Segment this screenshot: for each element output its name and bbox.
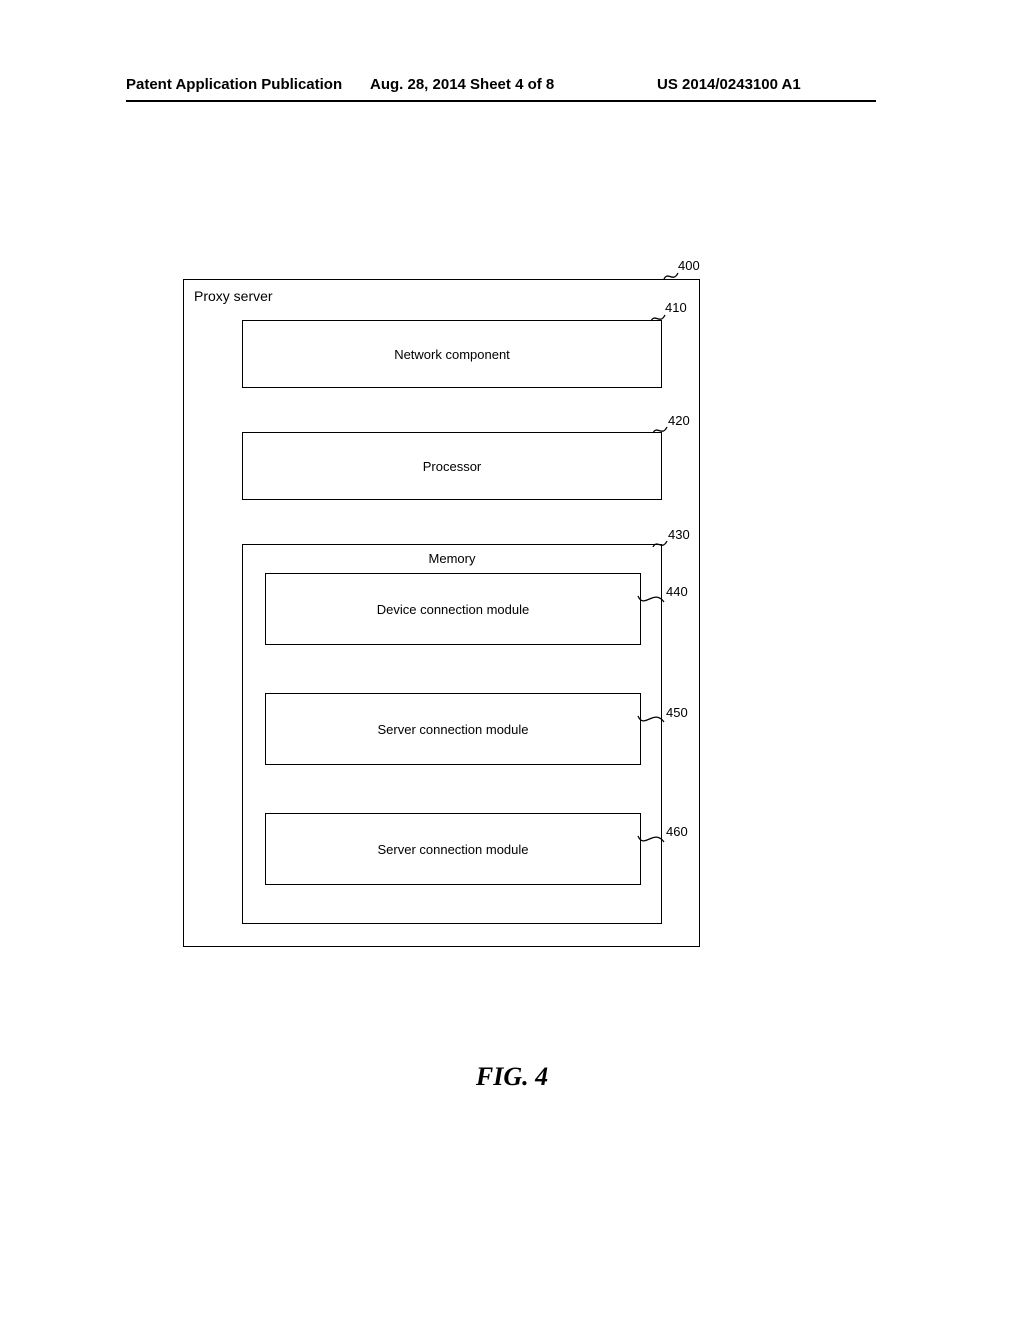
- ref-430: 430: [668, 527, 690, 542]
- processor-block: Processor: [242, 432, 662, 500]
- header-rule: [126, 100, 876, 102]
- ref-450: 450: [666, 705, 688, 720]
- memory-title: Memory: [243, 551, 661, 566]
- device-connection-module-label: Device connection module: [377, 602, 529, 617]
- proxy-server-title: Proxy server: [194, 288, 273, 304]
- ref-410: 410: [665, 300, 687, 315]
- network-component-label: Network component: [394, 347, 510, 362]
- ref-460: 460: [666, 824, 688, 839]
- patent-page: Patent Application Publication Aug. 28, …: [0, 0, 1024, 1320]
- ref-420: 420: [668, 413, 690, 428]
- header-middle: Aug. 28, 2014 Sheet 4 of 8: [370, 76, 554, 93]
- header-right: US 2014/0243100 A1: [657, 76, 801, 93]
- ref-440: 440: [666, 584, 688, 599]
- server-connection-module-2-label: Server connection module: [377, 842, 528, 857]
- proxy-server-block: Proxy server Network component Processor…: [183, 279, 700, 947]
- ref-400: 400: [678, 258, 700, 273]
- server-connection-module-2-block: Server connection module: [265, 813, 641, 885]
- server-connection-module-1-label: Server connection module: [377, 722, 528, 737]
- figure-caption: FIG. 4: [0, 1062, 1024, 1092]
- device-connection-module-block: Device connection module: [265, 573, 641, 645]
- network-component-block: Network component: [242, 320, 662, 388]
- server-connection-module-1-block: Server connection module: [265, 693, 641, 765]
- processor-label: Processor: [423, 459, 482, 474]
- memory-block: Memory Device connection module Server c…: [242, 544, 662, 924]
- header-left: Patent Application Publication: [126, 76, 342, 93]
